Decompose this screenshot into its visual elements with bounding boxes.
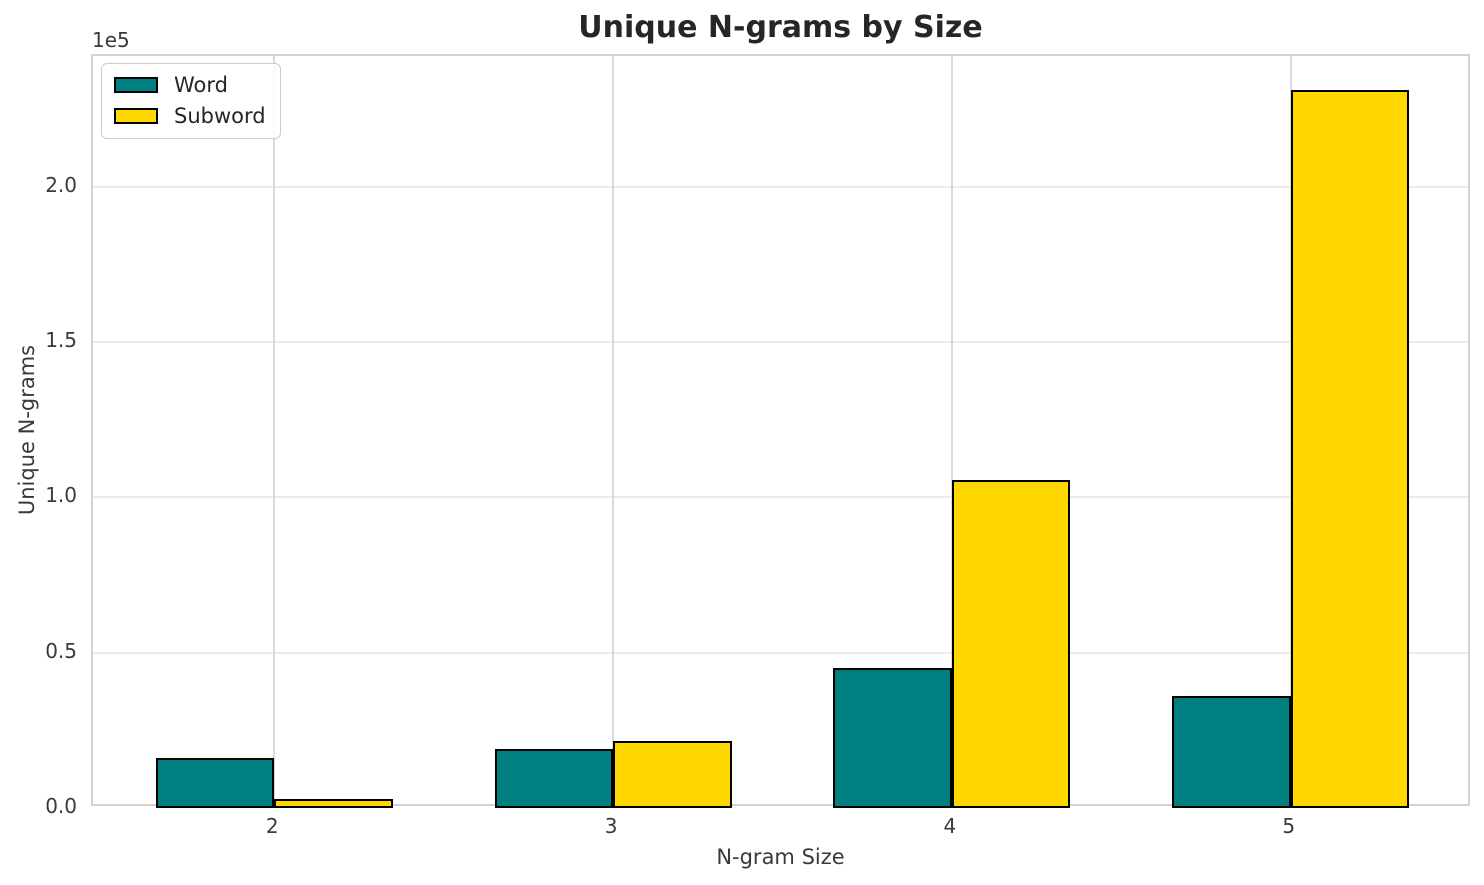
y-tick-label: 0.5 [45, 638, 77, 663]
word-swatch [114, 77, 158, 93]
x-tick-label: 4 [943, 814, 957, 838]
bar-subword-4 [951, 480, 1071, 808]
chart-title: Unique N-grams by Size [578, 10, 983, 45]
bar-word-5 [1172, 696, 1291, 808]
x-tick-label: 2 [265, 814, 279, 838]
x-axis-label: N-gram Size [716, 845, 845, 869]
legend-item-word: Word [114, 73, 266, 97]
bar-subword-3 [613, 741, 732, 808]
y-gridline [93, 651, 1468, 654]
bar-subword-2 [274, 798, 393, 808]
legend-label: Subword [174, 104, 266, 128]
x-tick-label: 3 [604, 814, 618, 838]
y-tick-label: 2.0 [45, 172, 77, 197]
bar-word-4 [833, 668, 952, 808]
subword-swatch [114, 108, 158, 124]
x-gridline [950, 56, 953, 804]
x-gridline [612, 56, 615, 804]
y-axis-label: Unique N-grams [15, 344, 39, 516]
bar-word-3 [494, 748, 614, 808]
x-tick-label: 5 [1282, 814, 1296, 838]
y-tick-label: 1.5 [45, 327, 77, 352]
legend: Word Subword [101, 63, 281, 139]
y-tick-label: 1.0 [45, 483, 77, 508]
y-axis-offset-text: 1e5 [92, 28, 130, 52]
x-gridline [273, 56, 276, 804]
bar-subword-5 [1290, 90, 1410, 808]
plot-area [91, 54, 1470, 808]
y-gridline [93, 340, 1468, 343]
bar-word-2 [155, 758, 275, 808]
legend-label: Word [174, 73, 228, 97]
y-gridline [93, 185, 1468, 188]
y-tick-label: 0.0 [45, 794, 77, 818]
y-gridline [93, 496, 1468, 499]
legend-item-subword: Subword [114, 104, 266, 128]
